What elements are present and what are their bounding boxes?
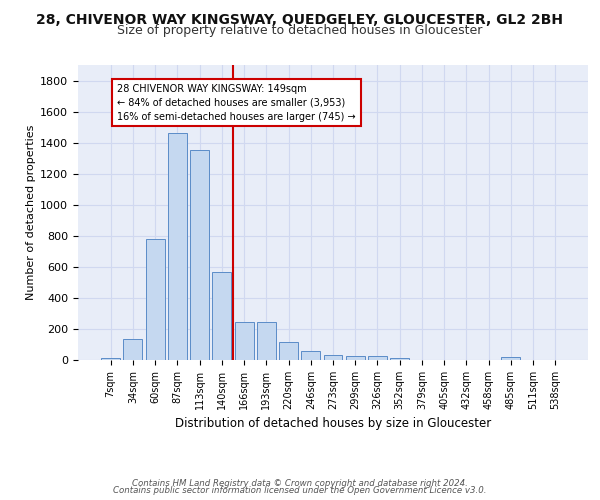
Bar bbox=[323, 356, 343, 360]
X-axis label: Distribution of detached houses by size in Gloucester: Distribution of detached houses by size … bbox=[175, 418, 491, 430]
Text: 28 CHIVENOR WAY KINGSWAY: 149sqm
← 84% of detached houses are smaller (3,953)
16: 28 CHIVENOR WAY KINGSWAY: 149sqm ← 84% o… bbox=[118, 84, 356, 122]
Bar bbox=[212, 272, 231, 360]
Text: Contains HM Land Registry data © Crown copyright and database right 2024.: Contains HM Land Registry data © Crown c… bbox=[132, 478, 468, 488]
Bar bbox=[168, 134, 187, 360]
Bar bbox=[146, 239, 164, 360]
Bar bbox=[190, 150, 209, 360]
Bar bbox=[346, 356, 365, 360]
Bar bbox=[257, 322, 276, 360]
Bar bbox=[390, 358, 409, 360]
Bar bbox=[101, 358, 120, 360]
Bar bbox=[301, 352, 320, 360]
Bar bbox=[502, 357, 520, 360]
Bar bbox=[124, 339, 142, 360]
Bar bbox=[368, 356, 387, 360]
Text: 28, CHIVENOR WAY KINGSWAY, QUEDGELEY, GLOUCESTER, GL2 2BH: 28, CHIVENOR WAY KINGSWAY, QUEDGELEY, GL… bbox=[37, 12, 563, 26]
Text: Contains public sector information licensed under the Open Government Licence v3: Contains public sector information licen… bbox=[113, 486, 487, 495]
Bar bbox=[279, 342, 298, 360]
Y-axis label: Number of detached properties: Number of detached properties bbox=[26, 125, 36, 300]
Bar bbox=[235, 322, 254, 360]
Text: Size of property relative to detached houses in Gloucester: Size of property relative to detached ho… bbox=[118, 24, 482, 37]
